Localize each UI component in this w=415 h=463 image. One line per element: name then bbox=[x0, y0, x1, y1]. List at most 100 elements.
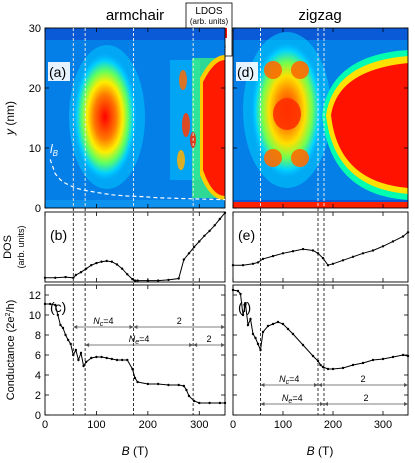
dos-y-axis-title: DOS bbox=[2, 235, 14, 259]
data-point-f bbox=[246, 323, 250, 327]
x-axis-title-left: B (T) bbox=[122, 444, 149, 458]
data-point-f bbox=[239, 292, 242, 296]
data-point-b bbox=[84, 267, 88, 270]
data-point-c bbox=[66, 338, 70, 342]
data-point-e bbox=[331, 262, 335, 265]
data-point-c bbox=[105, 356, 108, 360]
x-tick-label: 300 bbox=[190, 419, 208, 431]
data-point-b bbox=[133, 279, 137, 282]
data-point-e bbox=[241, 264, 245, 267]
data-point-f bbox=[271, 322, 275, 326]
annotation-arrowhead-right-f-1 bbox=[404, 383, 408, 387]
data-point-c bbox=[167, 383, 170, 387]
data-point-e bbox=[231, 264, 235, 267]
x-tick-label: 100 bbox=[274, 419, 292, 431]
data-point-c bbox=[79, 351, 83, 355]
data-point-e bbox=[401, 235, 405, 238]
data-point-b bbox=[74, 273, 78, 277]
chart-marks: Nc=4 2Ne=4 2Nc=4 2Ne=4 20 100 200 300 0 100 200 300… bbox=[29, 23, 410, 431]
column-title-zigzag: zigzag bbox=[298, 7, 341, 24]
data-point-f bbox=[301, 343, 305, 347]
data-point-b bbox=[72, 276, 75, 279]
panel-label-e: (e) bbox=[238, 227, 255, 243]
data-point-e bbox=[251, 262, 255, 265]
data-point-b bbox=[218, 217, 222, 221]
x-tick-label: 0 bbox=[230, 419, 236, 431]
data-point-c bbox=[208, 401, 211, 405]
axes-frame-c bbox=[44, 284, 226, 416]
annotation-arrowhead-right-c-1 bbox=[221, 325, 225, 329]
data-point-b bbox=[192, 245, 196, 249]
data-point-b bbox=[126, 273, 129, 276]
annotation-arrowhead-left-f-2 bbox=[260, 402, 265, 406]
annotation-arrowhead-left-c-3 bbox=[193, 343, 198, 347]
data-point-c bbox=[72, 353, 75, 357]
annotation-arrowhead-right-c-0 bbox=[129, 325, 134, 329]
lb-curve bbox=[49, 159, 226, 201]
y-tick-label: 4 bbox=[35, 370, 41, 382]
panel-label-d: (d) bbox=[237, 64, 254, 80]
data-point-f bbox=[326, 367, 330, 371]
axes-frame-b bbox=[44, 211, 226, 283]
data-point-e bbox=[371, 249, 375, 252]
data-point-c bbox=[56, 313, 60, 317]
annotation-arrowhead-right-f-2 bbox=[320, 402, 324, 406]
data-point-b bbox=[43, 276, 47, 279]
data-point-f bbox=[321, 365, 325, 369]
data-point-c bbox=[218, 401, 222, 405]
heatmap-zigzag bbox=[233, 28, 408, 208]
annotation-label-c-0: Nc=4 bbox=[93, 316, 113, 328]
data-point-e bbox=[341, 259, 345, 262]
annotation-arrowhead-right-c-3 bbox=[221, 343, 225, 347]
y-tick-label: 10 bbox=[29, 310, 41, 322]
data-point-b bbox=[95, 261, 98, 265]
data-point-c bbox=[136, 380, 139, 384]
data-point-c bbox=[177, 383, 180, 387]
y-tick-label: 0 bbox=[35, 410, 41, 422]
data-point-c bbox=[133, 376, 137, 380]
data-point-b bbox=[156, 279, 160, 282]
data-point-e bbox=[291, 250, 295, 253]
data-point-b bbox=[79, 271, 83, 274]
data-point-c bbox=[69, 342, 72, 346]
data-point-b bbox=[100, 260, 103, 263]
data-point-f bbox=[281, 322, 285, 326]
data-point-c bbox=[43, 302, 47, 306]
annotation-arrowhead-left-f-1 bbox=[318, 383, 322, 387]
dos-y-axis-subtitle: (arb. units) bbox=[16, 225, 26, 268]
data-point-c bbox=[192, 399, 196, 403]
data-point-b bbox=[203, 234, 206, 237]
y-tick-label: 30 bbox=[29, 23, 41, 35]
annotation-label-f-3: 2 bbox=[363, 393, 368, 403]
data-point-b bbox=[64, 275, 67, 279]
heatmap-armchair bbox=[45, 28, 225, 208]
data-point-c bbox=[61, 326, 65, 330]
data-point-b bbox=[177, 277, 180, 280]
data-point-b bbox=[115, 263, 119, 266]
data-point-e bbox=[361, 252, 365, 255]
x-tick-label: 300 bbox=[374, 419, 392, 431]
series-line-c bbox=[45, 303, 225, 404]
data-point-c bbox=[185, 388, 188, 392]
data-point-c bbox=[90, 356, 93, 360]
annotation-arrowhead-right-f-3 bbox=[404, 402, 408, 406]
data-point-f bbox=[331, 367, 335, 371]
annotation-arrowhead-right-f-0 bbox=[314, 383, 318, 387]
data-point-f bbox=[236, 289, 240, 293]
data-point-e bbox=[281, 252, 285, 255]
lb-curve-label: lB bbox=[50, 142, 59, 158]
data-point-f bbox=[351, 363, 355, 367]
axes-frame-a bbox=[44, 27, 226, 209]
data-point-f bbox=[231, 288, 235, 292]
annotation-label-c-3: 2 bbox=[207, 334, 212, 344]
y-tick-label: 8 bbox=[35, 330, 41, 342]
data-point-c bbox=[54, 303, 57, 307]
ldos-y-axis-title: y (nm) bbox=[3, 101, 17, 136]
data-point-f bbox=[316, 359, 320, 363]
data-point-f bbox=[286, 327, 290, 331]
data-point-e bbox=[326, 264, 330, 267]
data-point-e bbox=[321, 257, 325, 260]
data-point-e bbox=[406, 231, 410, 234]
data-point-b bbox=[120, 267, 124, 270]
